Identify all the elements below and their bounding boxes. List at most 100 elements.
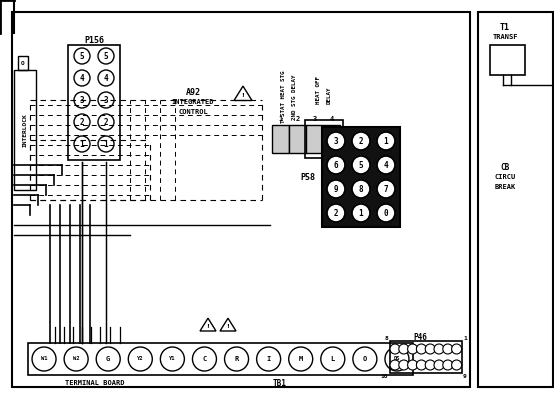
Text: C: C — [202, 356, 207, 362]
Text: DELAY: DELAY — [326, 86, 331, 104]
Circle shape — [352, 132, 370, 150]
Text: 2: 2 — [358, 137, 363, 145]
Text: 9: 9 — [463, 374, 467, 380]
Text: M: M — [299, 356, 303, 362]
Text: !: ! — [207, 324, 209, 329]
Text: O: O — [363, 356, 367, 362]
Circle shape — [352, 180, 370, 198]
Text: 5: 5 — [104, 51, 109, 60]
Text: 8: 8 — [384, 335, 388, 340]
Circle shape — [327, 180, 345, 198]
Text: !: ! — [242, 92, 244, 98]
Circle shape — [257, 347, 281, 371]
Text: INTERLOCK: INTERLOCK — [23, 113, 28, 147]
Text: 16: 16 — [381, 374, 388, 380]
Text: TRANSF: TRANSF — [493, 34, 518, 40]
Circle shape — [390, 344, 400, 354]
Text: !: ! — [227, 324, 229, 329]
Bar — [272, 125, 289, 153]
Circle shape — [321, 347, 345, 371]
Bar — [390, 341, 462, 373]
Circle shape — [192, 347, 217, 371]
Circle shape — [377, 180, 395, 198]
Circle shape — [160, 347, 184, 371]
Bar — [289, 125, 306, 153]
Circle shape — [129, 347, 152, 371]
Text: 4: 4 — [384, 160, 388, 169]
Circle shape — [353, 347, 377, 371]
Bar — [478, 12, 553, 387]
Circle shape — [399, 344, 409, 354]
Text: A92: A92 — [186, 88, 201, 96]
Bar — [322, 127, 400, 227]
Circle shape — [327, 156, 345, 174]
Text: 1: 1 — [278, 116, 283, 122]
Circle shape — [385, 347, 409, 371]
Circle shape — [96, 347, 120, 371]
Text: T-STAT HEAT STG: T-STAT HEAT STG — [280, 71, 285, 123]
Circle shape — [377, 204, 395, 222]
Circle shape — [98, 70, 114, 86]
Circle shape — [352, 204, 370, 222]
Text: P46: P46 — [413, 333, 427, 342]
Text: 3: 3 — [312, 116, 317, 122]
Text: CIRCU: CIRCU — [494, 174, 516, 180]
Text: O: O — [21, 60, 25, 66]
Text: TERMINAL BOARD: TERMINAL BOARD — [65, 380, 125, 386]
Circle shape — [443, 344, 453, 354]
Text: 3: 3 — [334, 137, 338, 145]
Circle shape — [289, 347, 312, 371]
Circle shape — [425, 344, 435, 354]
Circle shape — [74, 92, 90, 108]
Text: 5: 5 — [358, 160, 363, 169]
Circle shape — [32, 347, 56, 371]
Bar — [306, 125, 323, 153]
Circle shape — [98, 48, 114, 64]
Circle shape — [352, 156, 370, 174]
Text: 2ND STG DELAY: 2ND STG DELAY — [291, 74, 296, 120]
Text: 2: 2 — [295, 116, 300, 122]
Text: 1: 1 — [358, 209, 363, 218]
Circle shape — [452, 360, 461, 370]
Bar — [68, 45, 120, 160]
Text: Y1: Y1 — [169, 357, 176, 361]
Text: 6: 6 — [334, 160, 338, 169]
Circle shape — [74, 114, 90, 130]
Text: 3: 3 — [80, 96, 84, 105]
Circle shape — [417, 360, 427, 370]
Circle shape — [98, 114, 114, 130]
Text: DS: DS — [394, 357, 400, 361]
Text: 2: 2 — [80, 117, 84, 126]
Text: 4: 4 — [104, 73, 109, 83]
Text: TB1: TB1 — [273, 378, 287, 387]
Text: 2: 2 — [104, 117, 109, 126]
Text: 2: 2 — [334, 209, 338, 218]
Circle shape — [327, 132, 345, 150]
Text: BREAK: BREAK — [494, 184, 516, 190]
Bar — [490, 45, 525, 75]
Circle shape — [417, 344, 427, 354]
Circle shape — [408, 360, 418, 370]
Text: 8: 8 — [358, 184, 363, 194]
Text: T1: T1 — [500, 23, 510, 32]
Text: 1: 1 — [104, 139, 109, 149]
Bar — [12, 12, 470, 387]
Text: 1: 1 — [80, 139, 84, 149]
Bar — [28, 343, 413, 375]
Circle shape — [64, 347, 88, 371]
Circle shape — [443, 360, 453, 370]
Text: W2: W2 — [73, 357, 79, 361]
Bar — [14, 70, 36, 190]
Text: 1: 1 — [384, 137, 388, 145]
Text: L: L — [331, 356, 335, 362]
Circle shape — [74, 136, 90, 152]
Circle shape — [377, 156, 395, 174]
Circle shape — [98, 92, 114, 108]
Text: I: I — [266, 356, 271, 362]
Text: 4: 4 — [80, 73, 84, 83]
Circle shape — [377, 132, 395, 150]
Circle shape — [434, 360, 444, 370]
Text: 1: 1 — [463, 335, 467, 340]
Text: CB: CB — [500, 162, 510, 171]
Circle shape — [74, 48, 90, 64]
